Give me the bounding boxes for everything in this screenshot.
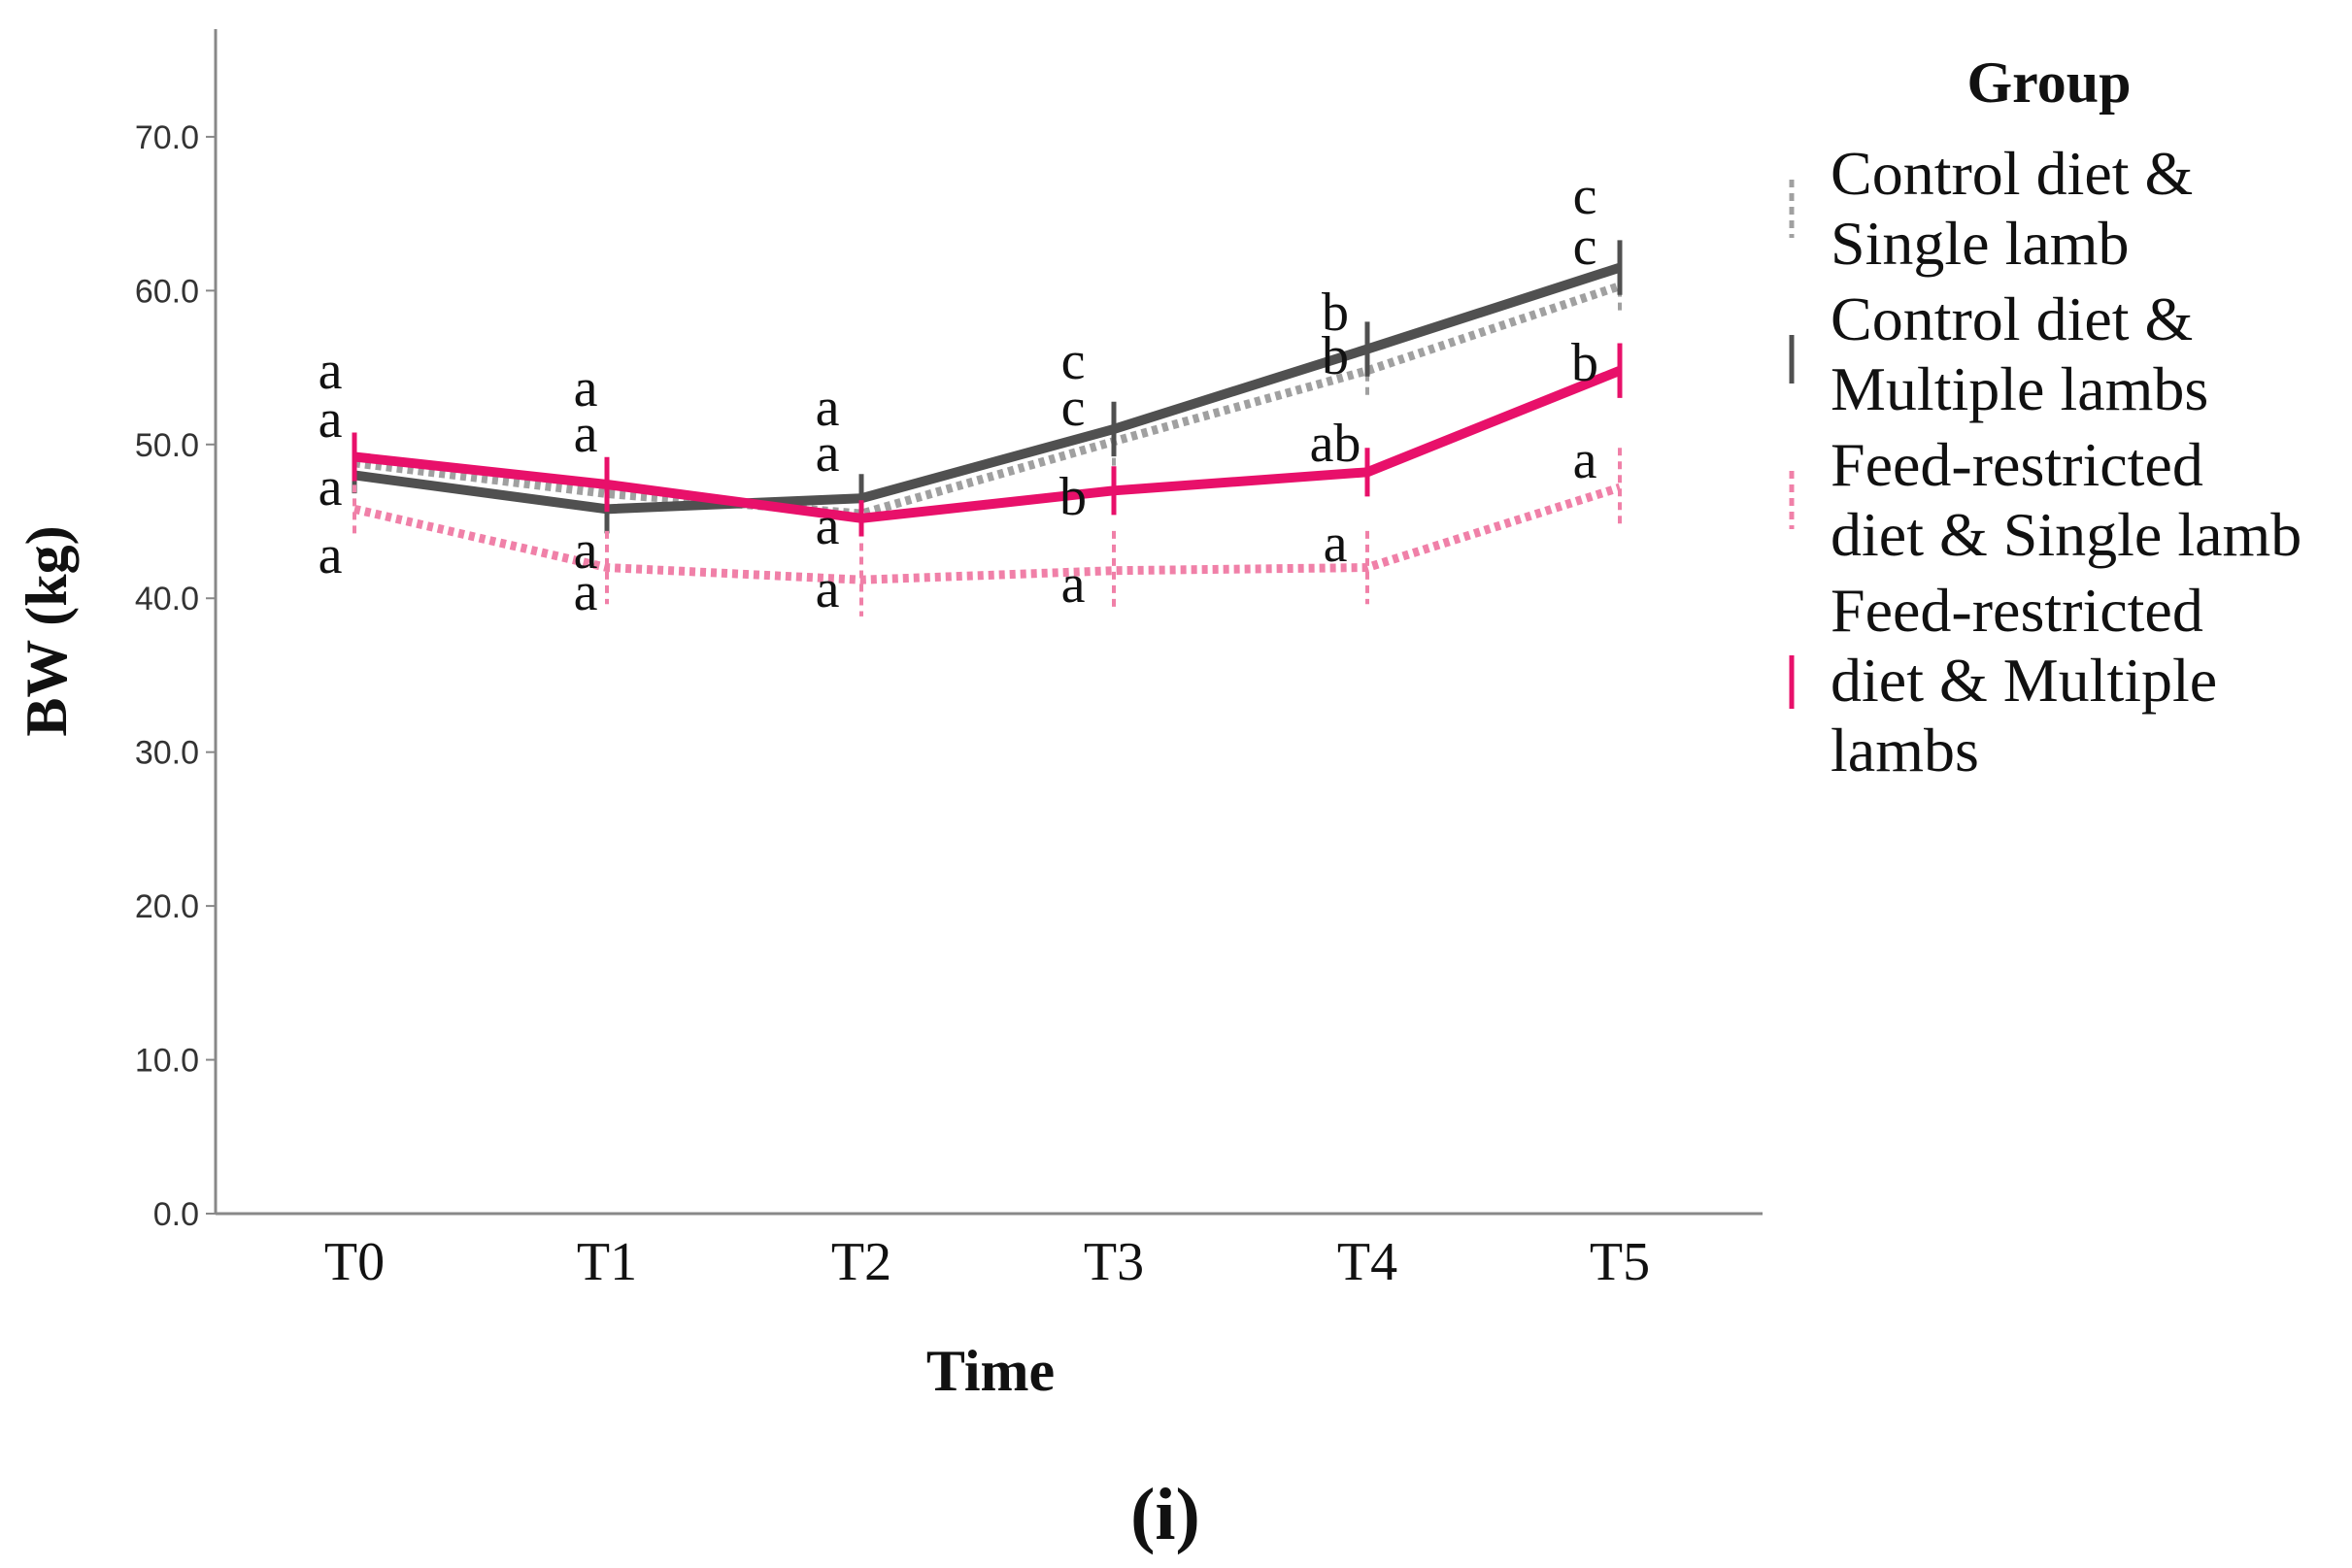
significance-letter: a [574, 520, 598, 581]
legend-label: Control diet & [1831, 284, 2193, 353]
significance-letter: a [574, 404, 598, 464]
series-line [353, 262, 1622, 515]
significance-letter: c [1061, 331, 1086, 391]
x-tick-label: T2 [831, 1232, 891, 1292]
significance-letter: a [1573, 430, 1597, 490]
y-tick-label: 30.0 [135, 735, 199, 772]
significance-letter: a [319, 341, 343, 401]
x-tick-label: T4 [1337, 1232, 1397, 1292]
significance-letter: a [319, 457, 343, 517]
y-tick-label: 0.0 [153, 1196, 199, 1233]
significance-letter: a [574, 562, 598, 622]
significance-letter: a [816, 559, 840, 619]
legend-label: Multiple lambs [1831, 354, 2208, 423]
series-line [353, 483, 1622, 584]
significance-letter: a [319, 525, 343, 585]
x-tick-label: T5 [1590, 1232, 1650, 1292]
y-tick-label: 20.0 [135, 888, 199, 925]
series-lines [353, 262, 1622, 584]
significance-letter: a [816, 423, 840, 484]
legend-title: Group [1967, 50, 2132, 115]
significance-letter: c [1573, 217, 1597, 277]
significance-letter: c [1573, 166, 1597, 226]
series-line [353, 366, 1622, 523]
y-tick-label: 50.0 [135, 427, 199, 464]
y-tick-label: 40.0 [135, 581, 199, 617]
x-tick-label: T1 [577, 1232, 637, 1292]
significance-letter: c [1061, 378, 1086, 438]
significance-letter: a [1061, 554, 1086, 615]
legend-label: Feed-restricted [1831, 430, 2203, 499]
legend-label: Single lamb [1831, 209, 2130, 278]
significance-letter: b [1059, 467, 1087, 527]
y-tick-labels: 0.0 10.0 20.0 30.0 40.0 50.0 60.0 70.0 [135, 119, 216, 1233]
x-tick-label: T0 [324, 1232, 385, 1292]
y-axis-title: BW (kg) [15, 525, 79, 736]
legend-label: Feed-restricted [1831, 576, 2203, 645]
significance-letter: a [1324, 514, 1348, 574]
legend-label: lambs [1831, 716, 1979, 784]
significance-letter: ab [1310, 414, 1361, 474]
significance-letter: b [1322, 326, 1349, 386]
legend-label: diet & Multiple [1831, 646, 2217, 715]
significance-letter: a [816, 496, 840, 556]
x-tick-label: T3 [1084, 1232, 1144, 1292]
error-bars [352, 240, 1623, 617]
y-tick-label: 60.0 [135, 273, 199, 310]
significance-letter: a [816, 378, 840, 438]
y-tick-label: 10.0 [135, 1043, 199, 1080]
series-line [353, 282, 1622, 518]
legend-label: diet & Single lamb [1831, 500, 2302, 569]
significance-letter: b [1571, 333, 1598, 393]
y-tick-label: 70.0 [135, 119, 199, 156]
figure-caption: (i) [1130, 1474, 1200, 1555]
axes [214, 29, 1763, 1216]
x-tick-labels: T0 T1 T2 T3 T4 T5 [324, 1232, 1650, 1292]
significance-letter: b [1322, 283, 1349, 343]
legend-label: Control diet & [1831, 139, 2193, 208]
significance-letter: a [319, 389, 343, 450]
significance-letter: a [574, 358, 598, 418]
x-axis-title: Time [926, 1339, 1055, 1403]
